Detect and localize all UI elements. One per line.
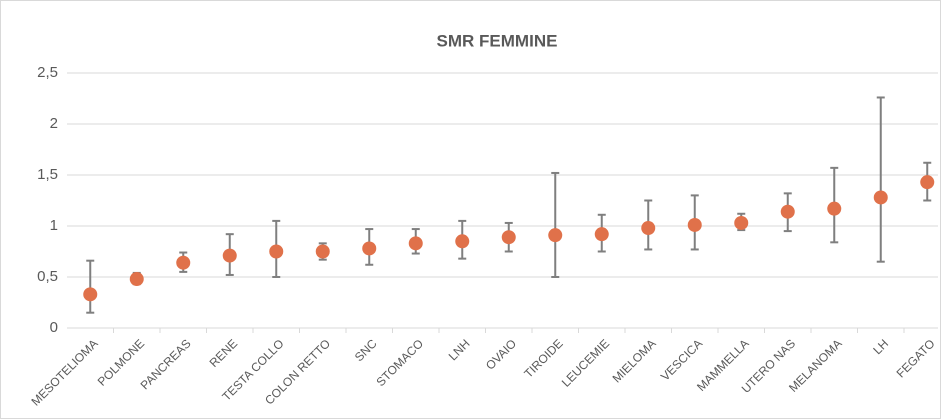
y-tick-label: 1 bbox=[50, 217, 58, 234]
y-tick-label: 1,5 bbox=[37, 166, 58, 183]
chart-title: SMR FEMMINE bbox=[437, 31, 558, 50]
point bbox=[641, 221, 656, 236]
point bbox=[920, 175, 935, 190]
point bbox=[222, 248, 237, 263]
point bbox=[83, 287, 98, 302]
point bbox=[548, 228, 563, 243]
point bbox=[780, 204, 795, 219]
point bbox=[873, 190, 888, 205]
error-bar bbox=[551, 171, 560, 278]
point bbox=[594, 227, 609, 242]
error-bar bbox=[876, 96, 885, 263]
error-bar bbox=[86, 259, 95, 314]
point bbox=[687, 217, 702, 232]
point bbox=[315, 244, 330, 259]
point bbox=[408, 236, 423, 251]
point bbox=[269, 244, 284, 259]
point bbox=[827, 201, 842, 216]
point bbox=[176, 255, 191, 270]
point bbox=[129, 272, 144, 287]
point bbox=[501, 230, 516, 245]
y-tick-label: 0,5 bbox=[37, 268, 58, 285]
point bbox=[362, 241, 377, 256]
y-tick-label: 2,5 bbox=[37, 64, 58, 81]
y-tick-label: 0 bbox=[50, 319, 58, 336]
point bbox=[455, 234, 470, 249]
y-tick-label: 2 bbox=[50, 115, 58, 132]
point bbox=[734, 215, 749, 230]
